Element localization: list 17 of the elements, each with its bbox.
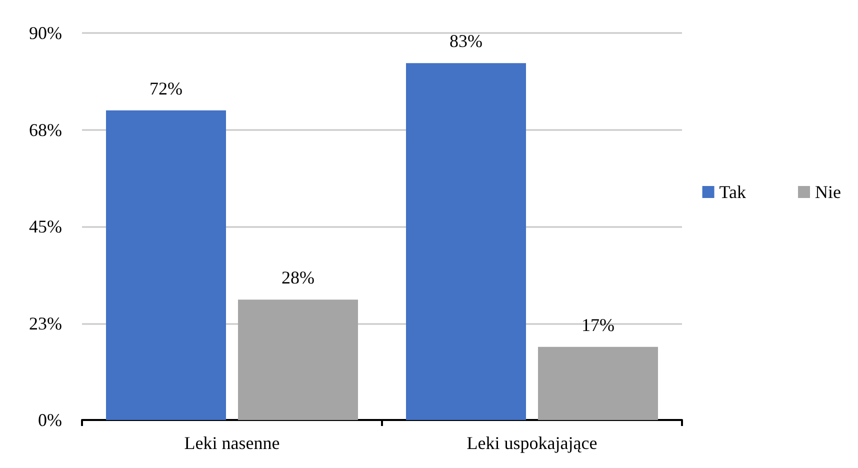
data-label: 72%	[150, 78, 182, 98]
y-tick-label: 23%	[29, 313, 62, 334]
legend-label: Tak	[719, 182, 746, 202]
data-label: 28%	[282, 268, 314, 288]
bar	[538, 346, 658, 420]
bar	[106, 110, 226, 420]
y-tick-label: 68%	[29, 120, 62, 140]
y-tick-label: 0%	[38, 410, 62, 430]
y-tick-label: 90%	[29, 23, 62, 43]
x-tick-label: Leki uspokajające	[466, 433, 598, 453]
data-label: 17%	[582, 314, 614, 335]
legend-label: Nie	[815, 182, 842, 202]
y-tick-label: 45%	[29, 216, 62, 236]
data-label: 83%	[450, 31, 482, 52]
bar	[238, 300, 358, 420]
x-tick-label: Leki nasenne	[184, 433, 280, 453]
bar	[406, 63, 526, 420]
